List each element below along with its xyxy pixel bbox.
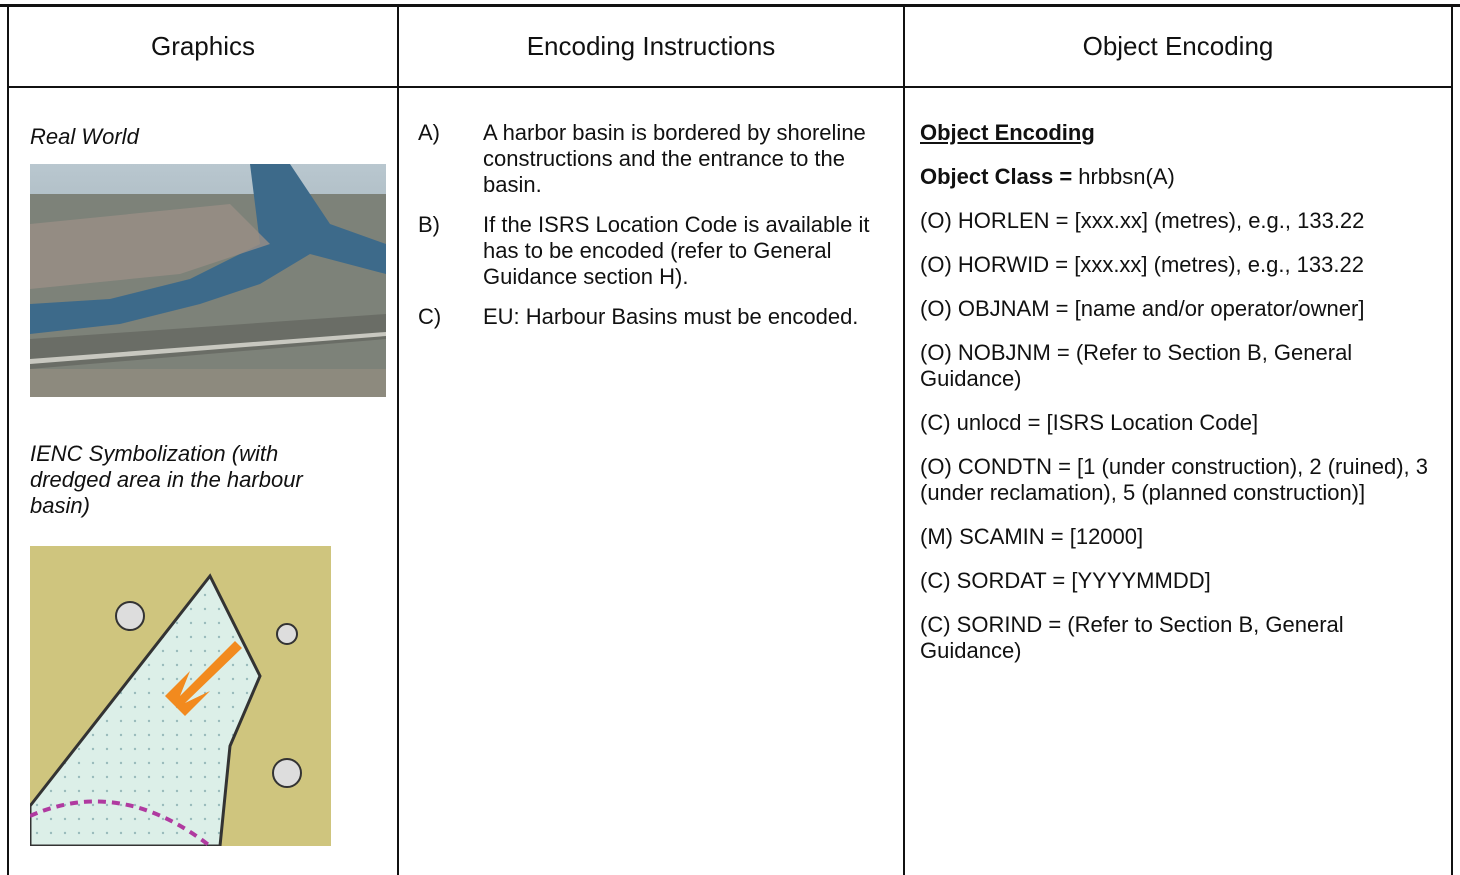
header-border <box>7 86 1453 88</box>
top-border <box>0 4 1460 7</box>
instruction: C) EU: Harbour Basins must be encoded. <box>418 304 898 330</box>
marker: A) <box>418 120 440 145</box>
attribute-line: (O) CONDTN = [1 (under construction), 2 … <box>920 454 1428 505</box>
attribute-line: (C) SORIND = (Refer to Section B, Genera… <box>920 612 1344 663</box>
attribute-line: (O) NOBJNM = (Refer to Section B, Genera… <box>920 340 1353 391</box>
attribute-line: (O) HORLEN = [xxx.xx] (metres), e.g., 13… <box>920 208 1365 233</box>
col-border <box>1451 4 1453 875</box>
symbol-image <box>30 546 331 846</box>
encoding-heading: Object Encoding <box>920 120 1095 145</box>
instructions: A) A harbor basin is bordered by shorelin… <box>418 120 898 344</box>
caption: Real World <box>30 124 139 149</box>
caption: IENC Symbolization (with dredged area in… <box>30 441 303 518</box>
col-border <box>7 4 9 875</box>
instruction-text: EU: Harbour Basins must be encoded. <box>483 304 859 329</box>
attribute-line: (M) SCAMIN = [12000] <box>920 524 1144 549</box>
marker: B) <box>418 212 440 237</box>
instruction: A) A harbor basin is bordered by shorelin… <box>418 120 898 198</box>
header-cell: Encoding Instructions <box>526 30 776 61</box>
attribute-line: (O) HORWID = [xxx.xx] (metres), e.g., 13… <box>920 252 1364 277</box>
object-class: Object Class = hrbbsn(A) <box>920 164 1445 190</box>
attribute-line: (C) SORDAT = [YYYYMMDD] <box>920 568 1211 593</box>
attribute-line: (C) unlocd = [ISRS Location Code] <box>920 410 1259 435</box>
header-cell: Object Encoding <box>1082 30 1274 61</box>
col-border <box>903 4 905 875</box>
attribute-line: (O) OBJNAM = [name and/or operator/owner… <box>920 296 1365 321</box>
instruction-text: If the ISRS Location Code is available i… <box>483 212 870 289</box>
col-border <box>397 4 399 875</box>
object-encoding: Object Encoding Object Class = hrbbsn(A) … <box>920 120 1445 682</box>
instruction-text: A harbor basin is bordered by shoreline … <box>483 120 866 197</box>
header-cell: Graphics <box>150 30 256 61</box>
marker: C) <box>418 304 442 329</box>
value: hrbbsn(A) <box>1078 164 1175 189</box>
label: Object Class = <box>920 164 1073 189</box>
instruction: B) If the ISRS Location Code is available… <box>418 212 898 290</box>
aerial-photo <box>30 164 386 397</box>
